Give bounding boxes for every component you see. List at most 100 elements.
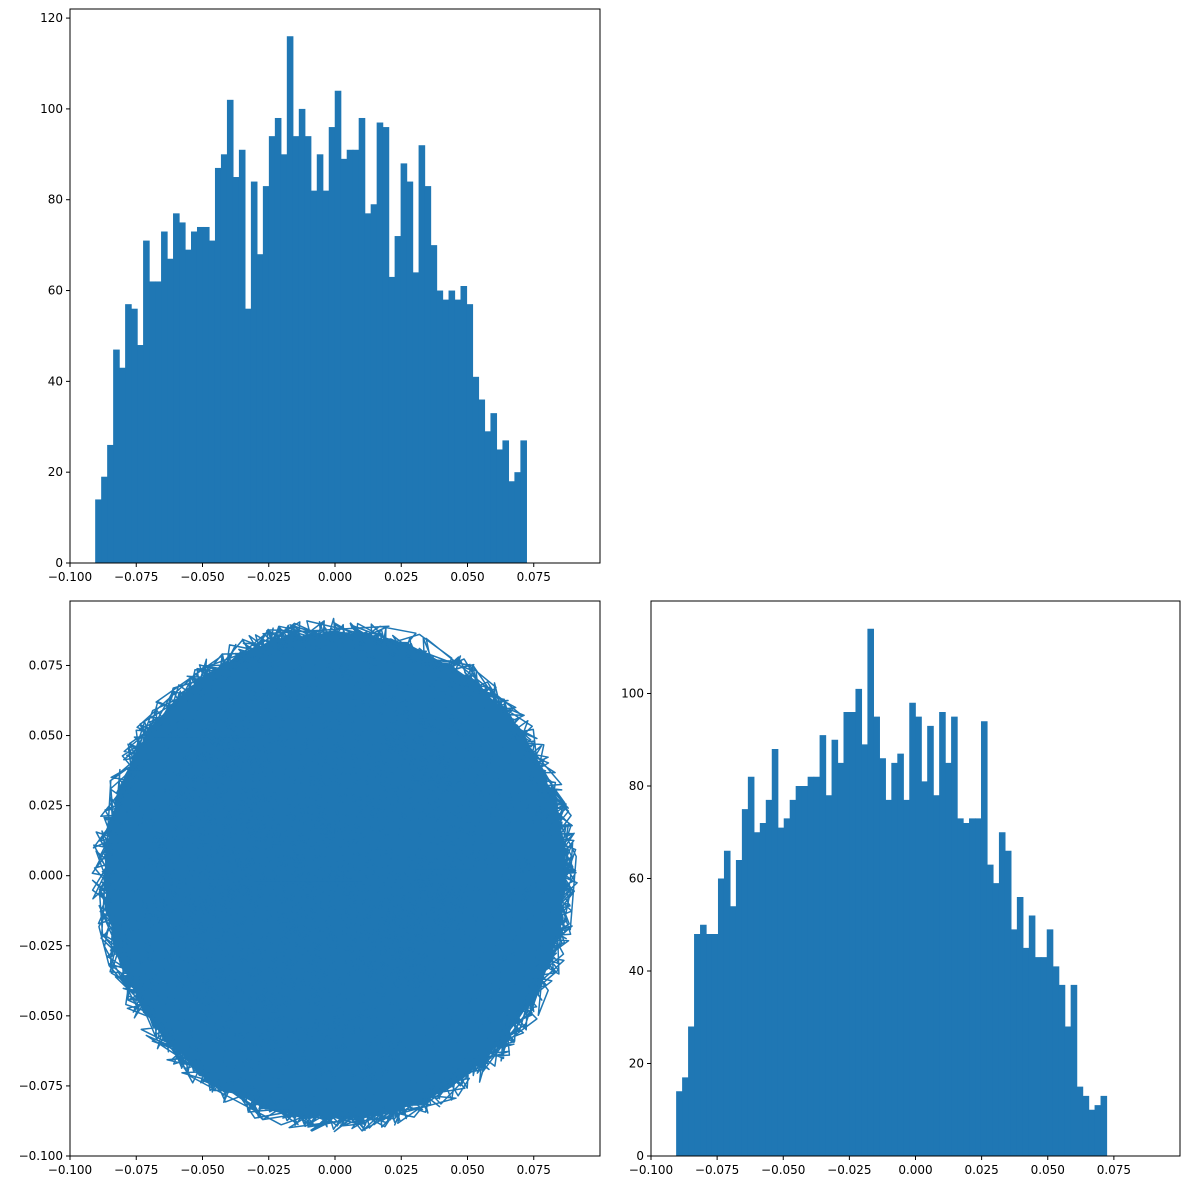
histogram-bar bbox=[963, 823, 970, 1156]
histogram-bar bbox=[1004, 850, 1012, 1156]
histogram-bar bbox=[496, 449, 504, 563]
histogram-bar bbox=[777, 827, 785, 1157]
histogram-bar bbox=[460, 286, 468, 563]
histogram-bar bbox=[412, 272, 420, 563]
x-tick-label: −0.050 bbox=[180, 570, 224, 584]
y-tick-label: 80 bbox=[629, 779, 644, 793]
x-tick-label: −0.075 bbox=[114, 1163, 158, 1177]
histogram-bar bbox=[831, 739, 839, 1156]
histogram-bar bbox=[729, 906, 737, 1156]
histogram-bars bbox=[95, 36, 527, 564]
x-tick-label: 0.050 bbox=[450, 570, 484, 584]
histogram-bar bbox=[927, 725, 934, 1157]
histogram-bar bbox=[688, 1026, 695, 1156]
histogram-bar bbox=[711, 934, 719, 1156]
histogram-bar bbox=[173, 213, 180, 563]
histogram-bar bbox=[1040, 957, 1048, 1157]
histogram-bar bbox=[274, 117, 282, 563]
histogram-bar bbox=[891, 762, 898, 1157]
histogram-bar bbox=[747, 776, 755, 1156]
histogram-bar bbox=[454, 299, 462, 563]
histogram-bar bbox=[520, 440, 527, 563]
histogram-bar bbox=[304, 136, 312, 563]
axes-frame bbox=[650, 600, 1181, 1157]
y-tick-label: 80 bbox=[48, 193, 63, 207]
y-tick-label: 0.000 bbox=[29, 869, 63, 883]
histogram-bar bbox=[741, 809, 749, 1157]
histogram-bar bbox=[843, 712, 851, 1156]
histogram-bar bbox=[1052, 966, 1060, 1157]
histogram-bar bbox=[352, 149, 360, 563]
y-tick-label: 100 bbox=[621, 687, 644, 701]
histogram-bar bbox=[992, 883, 1000, 1157]
histogram-bar bbox=[328, 127, 336, 563]
histogram-bar bbox=[208, 240, 216, 563]
x-tick-label: −0.075 bbox=[695, 1163, 739, 1177]
histogram-bar bbox=[951, 716, 958, 1157]
histogram-bar bbox=[903, 799, 910, 1157]
histogram-bar bbox=[262, 186, 270, 563]
histogram-bar bbox=[897, 753, 904, 1157]
histogram-bar bbox=[280, 154, 288, 563]
histogram-bar bbox=[975, 818, 982, 1157]
histogram-bar bbox=[244, 308, 252, 563]
x-tick-label: 0.000 bbox=[898, 1163, 932, 1177]
histogram-bar bbox=[167, 258, 174, 563]
histogram-bar bbox=[286, 36, 294, 563]
histogram-bar bbox=[789, 799, 797, 1157]
axes-frame bbox=[69, 600, 601, 1157]
histogram-bar bbox=[149, 281, 156, 563]
histogram-bar bbox=[119, 367, 126, 563]
histogram-bar bbox=[472, 376, 480, 563]
histogram-bar bbox=[717, 878, 725, 1156]
histogram-bar bbox=[202, 226, 210, 563]
histogram-bar bbox=[939, 712, 946, 1156]
x-tick-label: 0.075 bbox=[1097, 1163, 1131, 1177]
y-tick-label: 0.025 bbox=[29, 799, 63, 813]
histogram-bar bbox=[1028, 915, 1036, 1156]
x-tick-label: 0.025 bbox=[384, 570, 418, 584]
histogram-bar bbox=[340, 158, 348, 563]
histogram-bar bbox=[292, 136, 300, 563]
histogram-bar bbox=[1082, 1095, 1090, 1157]
y-tick-label: 20 bbox=[48, 465, 63, 479]
histogram-bar bbox=[334, 90, 342, 564]
y-tick-label: −0.100 bbox=[19, 1149, 63, 1163]
histogram-bar bbox=[143, 240, 150, 563]
histogram-bar bbox=[448, 290, 456, 563]
histogram-bar bbox=[400, 163, 408, 563]
y-tick-label: 0 bbox=[636, 1149, 644, 1163]
x-tick-label: 0.025 bbox=[384, 1163, 418, 1177]
histogram-bar bbox=[125, 304, 132, 563]
x-tick-label: −0.025 bbox=[827, 1163, 871, 1177]
histogram-bar bbox=[370, 204, 378, 563]
x-tick-label: 0.075 bbox=[517, 1163, 551, 1177]
histogram-bar bbox=[1070, 984, 1078, 1157]
histogram-bar bbox=[107, 444, 114, 563]
histogram-bar bbox=[226, 99, 234, 563]
top-histogram-axes: −0.100 −0.075 −0.050 −0.025 0.000 0.025 0.050 0… bbox=[40, 8, 601, 584]
y-tick-label: 60 bbox=[48, 284, 63, 298]
axes-frame bbox=[69, 8, 601, 564]
histogram-bar bbox=[394, 236, 402, 564]
histogram-bar bbox=[969, 818, 976, 1157]
histogram-bar bbox=[1046, 929, 1054, 1157]
x-tick-label: 0.000 bbox=[318, 1163, 352, 1177]
y-tick-label: 0.050 bbox=[29, 729, 63, 743]
histogram-bar bbox=[424, 186, 432, 563]
y-tick-label: 120 bbox=[40, 11, 63, 25]
histogram-bar bbox=[358, 117, 366, 563]
x-tick-label: −0.050 bbox=[180, 1163, 224, 1177]
histogram-bar bbox=[131, 308, 138, 563]
x-tick-label: 0.025 bbox=[964, 1163, 998, 1177]
histogram-bars bbox=[676, 628, 1108, 1157]
y-tick-label: 20 bbox=[629, 1057, 644, 1071]
histogram-bar bbox=[310, 190, 318, 563]
histogram-bar bbox=[945, 762, 952, 1157]
x-tick-label: 0.000 bbox=[318, 570, 352, 584]
histogram-bar bbox=[238, 149, 246, 563]
histogram-bar bbox=[1058, 984, 1066, 1157]
histogram-bar bbox=[801, 786, 809, 1156]
x-tick-label: −0.075 bbox=[114, 570, 158, 584]
